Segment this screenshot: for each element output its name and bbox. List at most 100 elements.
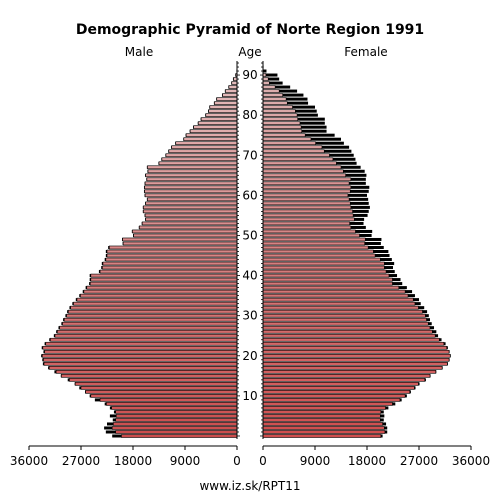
male-bar-age-39 <box>90 277 238 282</box>
age-tick-label: 90 <box>242 68 257 82</box>
female-x-tick-label: 27000 <box>400 454 438 468</box>
male-bar-age-56 <box>143 209 238 214</box>
male-bar-age-63 <box>144 181 238 186</box>
female-bar-age-67 <box>262 165 342 170</box>
male-bar-age-66 <box>147 169 238 174</box>
male-bar-age-30 <box>66 313 238 318</box>
male-bar-age-83 <box>214 101 238 105</box>
female-bar-age-88-outer <box>263 81 283 85</box>
male-bar-age-9 <box>99 398 238 402</box>
female-bar-age-17 <box>262 366 443 370</box>
male-bar-age-4 <box>115 418 238 422</box>
female-bar-age-90-outer <box>263 73 278 77</box>
male-bar-age-17 <box>48 366 238 370</box>
female-bar-age-7 <box>262 406 386 410</box>
male-bar-age-43 <box>102 261 238 266</box>
female-bar-age-56 <box>262 209 353 214</box>
male-bar-age-86 <box>225 89 238 93</box>
female-bar-age-62 <box>262 185 352 190</box>
male-bar-age-69 <box>161 157 238 162</box>
male-bar-age-2 <box>111 426 238 430</box>
female-bar-age-40 <box>262 273 390 278</box>
female-bar-age-20 <box>262 353 451 358</box>
female-bar-age-26 <box>262 329 433 334</box>
female-bar-age-45 <box>262 253 376 258</box>
male-bar-age-61 <box>144 189 238 194</box>
male-bar-age-53 <box>141 221 238 226</box>
male-bar-age-37 <box>86 285 238 290</box>
male-bar-age-16 <box>55 370 238 374</box>
male-bar-age-80 <box>205 113 238 117</box>
age-tick-label: 50 <box>242 228 257 242</box>
female-bar-age-31 <box>262 309 423 314</box>
female-bar-age-48 <box>262 241 365 246</box>
female-bar-age-0 <box>262 434 382 438</box>
male-bar-age-44 <box>105 257 238 262</box>
female-bar-age-5 <box>262 414 381 418</box>
male-bar-age-25 <box>54 333 238 338</box>
female-bar-age-71 <box>262 149 325 154</box>
age-tick-label: 20 <box>242 349 257 363</box>
female-bar-age-3 <box>262 422 383 426</box>
female-bar-age-82 <box>262 105 293 109</box>
male-bar-age-68 <box>158 161 238 166</box>
male-bar-age-13 <box>74 382 238 386</box>
female-bar-age-68 <box>262 161 337 166</box>
male-bar-age-7 <box>111 406 238 410</box>
male-bar-age-64 <box>146 177 238 182</box>
female-bar-age-6 <box>262 410 382 414</box>
female-bar-age-10 <box>262 394 406 398</box>
male-bar-age-31 <box>67 309 238 314</box>
male-bar-age-3 <box>113 422 238 426</box>
female-bar-age-35 <box>262 293 409 298</box>
male-bar-age-0 <box>121 434 238 438</box>
female-bar-age-30 <box>262 313 426 318</box>
female-bar-age-18 <box>262 361 448 366</box>
female-bar-age-34 <box>262 297 414 302</box>
male-x-tick-label: 27000 <box>62 454 100 468</box>
female-bar-age-86-outer <box>263 89 298 93</box>
female-bar-age-55 <box>262 213 354 218</box>
male-bar-age-34 <box>76 297 238 302</box>
male-bar-age-88 <box>231 81 238 85</box>
female-bar-age-86 <box>262 89 280 93</box>
male-bar-age-8 <box>106 402 238 406</box>
male-bar-age-41 <box>99 269 238 274</box>
female-bar-age-47 <box>262 245 369 250</box>
male-bar-age-24 <box>50 337 238 342</box>
female-bar-age-36 <box>262 289 406 294</box>
male-bar-age-38 <box>89 281 238 286</box>
female-bar-age-60 <box>262 193 349 198</box>
male-bar-age-18 <box>43 361 238 366</box>
age-tick-label: 40 <box>242 269 257 283</box>
male-bar-age-58 <box>145 201 238 206</box>
male-bar-age-23 <box>45 341 238 346</box>
chart-title: Demographic Pyramid of Norte Region 1991 <box>76 22 424 38</box>
female-bar-age-41 <box>262 269 387 274</box>
male-bar-age-60 <box>144 193 238 198</box>
female-bar-age-79 <box>262 117 298 121</box>
female-bar-age-9 <box>262 398 401 402</box>
male-bar-age-70 <box>165 153 238 158</box>
female-bar-age-85 <box>262 93 283 97</box>
male-bar-age-42 <box>102 265 238 270</box>
female-bar-age-25 <box>262 333 436 338</box>
age-tick-label: 30 <box>242 309 257 323</box>
male-bar-age-47 <box>109 245 238 250</box>
female-bar-age-84 <box>262 97 287 101</box>
female-bar-age-27 <box>262 325 431 330</box>
male-bar-age-1 <box>115 430 238 434</box>
female-header: Female <box>344 45 387 59</box>
male-bar-age-5 <box>115 414 238 418</box>
female-x-tick-label: 18000 <box>348 454 386 468</box>
age-tick-label: 80 <box>242 108 257 122</box>
male-bar-age-81 <box>208 109 238 113</box>
male-bar-age-54 <box>145 217 238 222</box>
male-bar-age-87 <box>228 85 238 89</box>
male-bar-age-35 <box>80 293 238 298</box>
female-bar-age-39 <box>262 277 393 282</box>
female-bar-age-14 <box>262 378 426 382</box>
male-bar-age-89 <box>233 77 238 81</box>
